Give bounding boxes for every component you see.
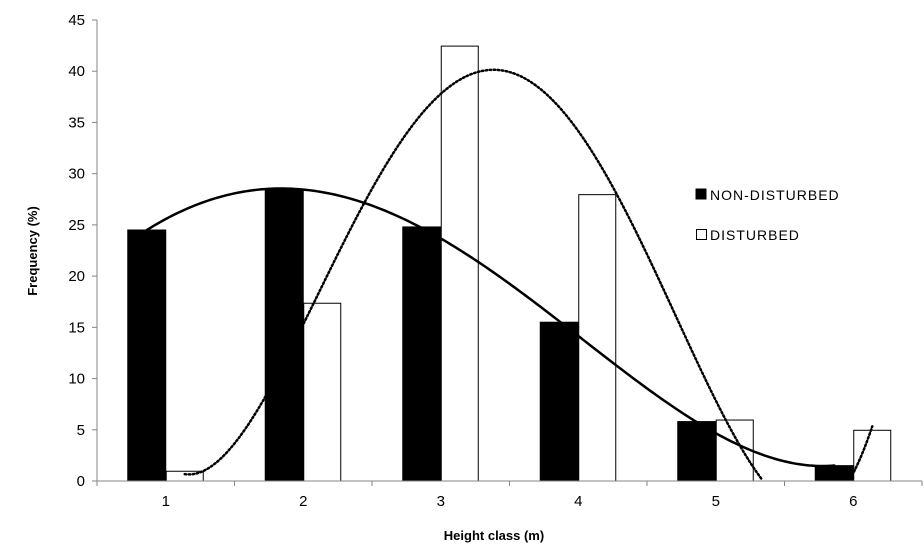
x-tick-label: 1	[162, 493, 170, 510]
y-tick-label: 40	[68, 63, 85, 80]
bar-non-disturbed	[264, 188, 304, 482]
legend-item-disturbed: DISTURBED	[696, 227, 800, 243]
y-axis-ticks: 0 5 10 15 20 25 30 35 40 45	[68, 12, 97, 490]
y-tick-label: 5	[77, 422, 85, 439]
bar-disturbed	[578, 194, 617, 482]
y-tick-label: 25	[68, 217, 85, 234]
x-tick-label: 3	[437, 493, 445, 510]
x-tick-label: 6	[849, 493, 857, 510]
trendline-non-disturbed	[145, 187, 836, 468]
axes	[96, 20, 922, 482]
x-tick-label: 5	[712, 493, 720, 510]
y-tick-label: 10	[68, 371, 85, 388]
x-axis-title: Height class (m)	[444, 528, 544, 543]
legend-label-disturbed: DISTURBED	[710, 227, 800, 243]
y-tick-label: 15	[68, 319, 85, 336]
legend-swatch-disturbed	[696, 229, 707, 240]
legend-item-non-disturbed: NON-DISTURBED	[695, 187, 840, 203]
y-axis-title: Frequency (%)	[25, 206, 40, 296]
y-tick-label: 0	[77, 473, 85, 490]
y-tick-label: 20	[68, 268, 85, 285]
bar-disturbed	[303, 302, 342, 482]
bar-non-disturbed	[539, 321, 579, 482]
y-tick-label: 35	[68, 114, 85, 131]
bar-non-disturbed	[814, 465, 854, 482]
trendlines	[145, 68, 874, 482]
bar-non-disturbed	[127, 229, 167, 482]
trendline-disturbed	[183, 68, 874, 482]
legend-swatch-non-disturbed	[695, 188, 707, 200]
bar-disturbed	[440, 45, 479, 482]
y-tick-label: 30	[68, 166, 85, 183]
plot-area	[127, 45, 892, 482]
legend-label-non-disturbed: NON-DISTURBED	[710, 187, 840, 203]
y-tick-label: 45	[68, 12, 85, 29]
x-tick-label: 2	[299, 493, 307, 510]
x-axis-ticks: 1 2 3 4 5 6	[96, 481, 923, 510]
x-tick-label: 4	[574, 493, 582, 510]
bar-non-disturbed	[402, 226, 442, 482]
bar-disturbed	[715, 419, 754, 482]
legend: NON-DISTURBED DISTURBED	[695, 187, 840, 243]
bar-disturbed	[853, 429, 892, 482]
